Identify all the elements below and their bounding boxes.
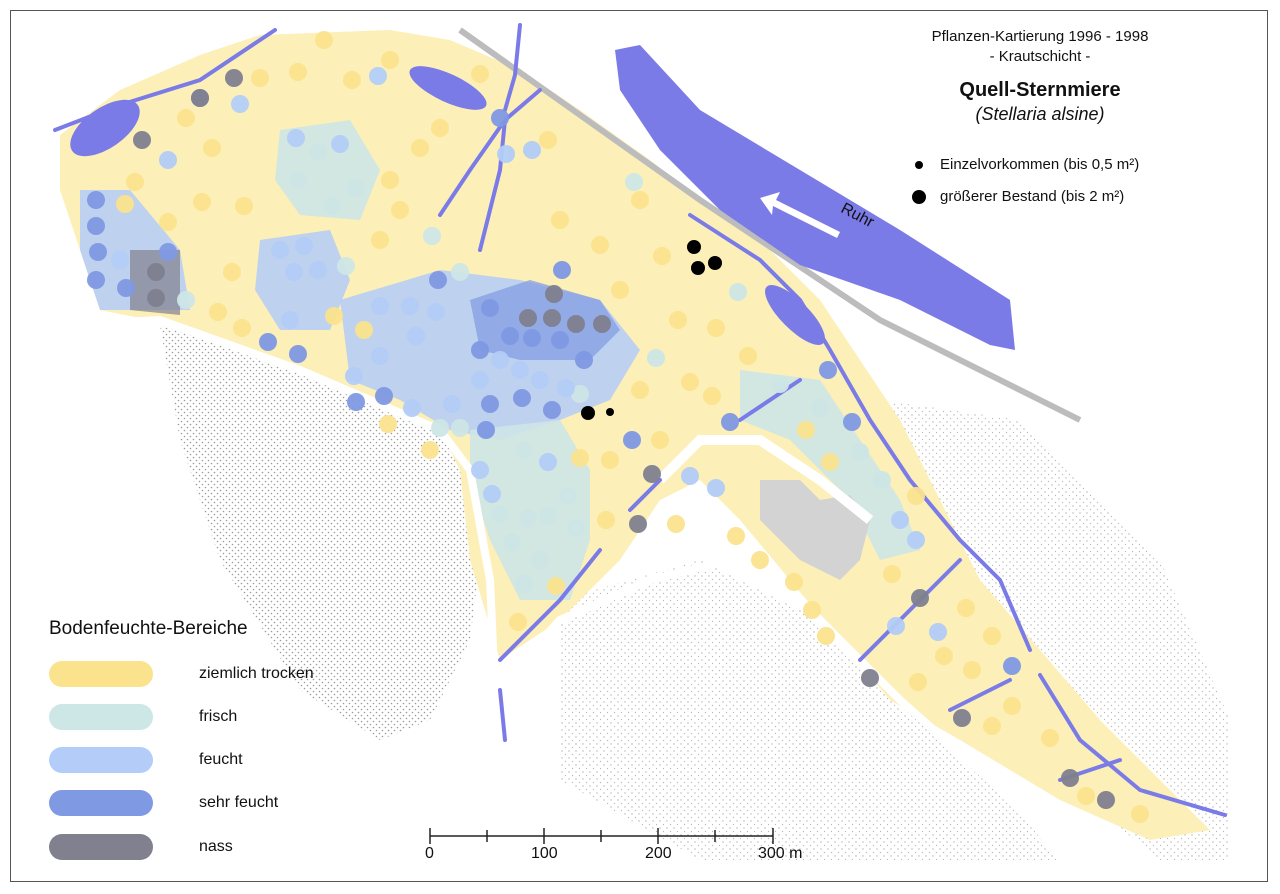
outer-stippled-area-south xyxy=(560,560,1060,860)
occurrence-large xyxy=(581,406,595,420)
moisture-dots-wet xyxy=(111,67,947,641)
occurrence-small xyxy=(606,408,614,416)
scale-label-200: 200 xyxy=(645,845,672,862)
species-scientific-name: (Stellaria alsine) xyxy=(975,104,1105,124)
moisture-dots-saturated xyxy=(133,69,1115,809)
occurrence-large xyxy=(687,240,701,254)
road-inner-loop xyxy=(656,435,874,524)
legend-swatch-very-wet xyxy=(49,790,153,816)
scale-bar xyxy=(429,828,774,844)
legend-row-dry: ziemlich trocken xyxy=(49,661,314,687)
legend-swatch-dry xyxy=(49,661,153,687)
legend-label-fresh: frisch xyxy=(199,708,238,725)
map-title-line2: - Krautschicht - xyxy=(989,48,1091,65)
flow-arrow xyxy=(760,192,840,238)
species-title: Quell-Sternmiere xyxy=(959,79,1121,101)
occurrence-markers xyxy=(581,240,722,420)
occurrence-large xyxy=(691,261,705,275)
occurrence-large xyxy=(708,256,722,270)
occurrence-legend-small-label: Einzelvorkommen (bis 0,5 m²) xyxy=(940,156,1140,173)
zone-nass-northwest xyxy=(130,250,180,315)
occurrence-legend-large-label: größerer Bestand (bis 2 m²) xyxy=(940,188,1125,205)
legend-label-dry: ziemlich trocken xyxy=(199,665,314,682)
legend-label-saturated: nass xyxy=(199,838,233,855)
map-title-block: Pflanzen-Kartierung 1996 - 1998 - Krauts… xyxy=(900,28,1180,125)
legend-swatch-wet xyxy=(49,747,153,773)
outer-stippled-area-east xyxy=(880,400,1230,860)
legend-row-saturated: nass xyxy=(49,834,233,860)
river-ruhr xyxy=(615,45,1015,350)
building-complex xyxy=(760,480,870,580)
pond-north xyxy=(409,66,487,110)
water-features xyxy=(70,45,1015,350)
pond-east xyxy=(765,285,825,345)
outer-stippled-area-west xyxy=(160,325,480,740)
road-south xyxy=(492,555,1083,854)
legend-swatch-saturated xyxy=(49,834,153,860)
occurrence-legend-large: größerer Bestand (bis 2 m²) xyxy=(912,188,1124,205)
scale-label-100: 100 xyxy=(531,845,558,862)
legend-swatch-fresh xyxy=(49,704,153,730)
large-dot-icon xyxy=(912,189,926,204)
map-title-line1: Pflanzen-Kartierung 1996 - 1998 xyxy=(931,28,1149,45)
moisture-dots-dry xyxy=(116,31,1149,823)
legend-label-very-wet: sehr feucht xyxy=(199,794,279,811)
moisture-dots-very-wet xyxy=(87,89,1021,675)
moisture-dots-fresh xyxy=(177,143,891,593)
legend-row-wet: feucht xyxy=(49,747,243,773)
scale-label-300: 300 m xyxy=(758,845,803,862)
scale-label-0: 0 xyxy=(425,845,434,862)
pond-northwest xyxy=(70,99,140,157)
legend-row-fresh: frisch xyxy=(49,704,237,730)
small-dot-icon xyxy=(915,160,923,169)
legend-row-very-wet: sehr feucht xyxy=(49,790,278,816)
occurrence-legend-small: Einzelvorkommen (bis 0,5 m²) xyxy=(912,156,1139,173)
moisture-legend-title: Bodenfeuchte-Bereiche xyxy=(49,618,248,639)
railway xyxy=(458,27,1082,423)
legend-label-wet: feucht xyxy=(199,751,243,768)
